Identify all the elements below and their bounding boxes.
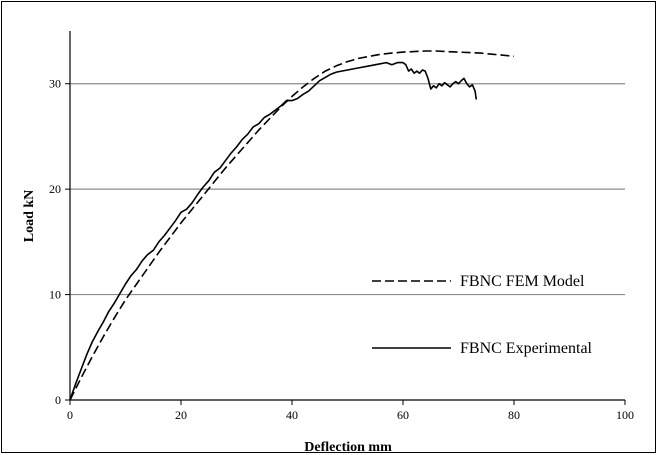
x-tick-label: 80 — [508, 408, 520, 422]
x-tick-labels: 0 20 40 60 80 100 — [67, 408, 634, 422]
y-axis-label: Load kN — [22, 190, 37, 243]
series-layer — [69, 50, 515, 401]
x-tick-label: 0 — [67, 408, 73, 422]
legend-label-1: FBNC Experimental — [460, 340, 593, 357]
y-tick-label: 20 — [49, 182, 61, 196]
series-line-fem-model — [69, 50, 515, 401]
y-tick-label: 30 — [49, 77, 61, 91]
x-axis-label: Deflection mm — [304, 440, 392, 455]
x-tick-label: 100 — [616, 408, 634, 422]
x-tick-label: 20 — [175, 408, 187, 422]
gridlines — [70, 83, 625, 296]
series-line-experimental — [69, 61, 478, 401]
legend: FBNC FEM Model FBNC Experimental — [372, 273, 593, 357]
legend-label-0: FBNC FEM Model — [460, 273, 585, 290]
y-tick-label: 0 — [55, 393, 61, 407]
axes — [65, 31, 626, 405]
y-tick-label: 10 — [49, 288, 61, 302]
y-tick-labels: 0 10 20 30 — [49, 77, 61, 407]
x-tick-label: 60 — [397, 408, 409, 422]
x-tick-label: 40 — [286, 408, 298, 422]
